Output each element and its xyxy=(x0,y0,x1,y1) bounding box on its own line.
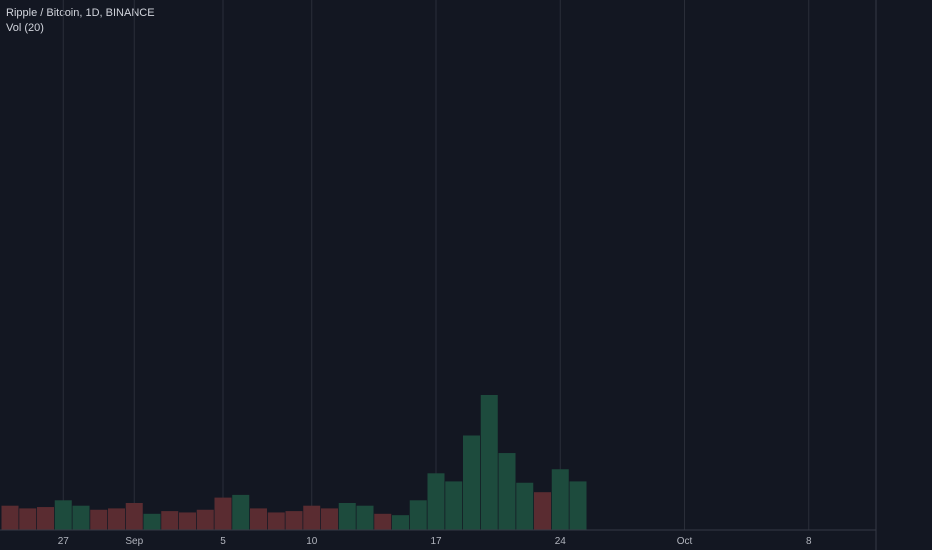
volume-bar xyxy=(285,511,303,530)
volume-bar xyxy=(303,505,321,530)
volume-bar xyxy=(1,505,19,530)
volume-bar xyxy=(374,513,392,530)
volume-bar xyxy=(498,453,516,530)
volume-bar xyxy=(161,511,179,530)
volume-bar xyxy=(19,508,37,530)
volume-bar xyxy=(179,512,196,530)
volume-bar xyxy=(463,435,480,530)
volume-bar xyxy=(551,469,569,530)
volume-bar xyxy=(108,508,125,530)
volume-bar xyxy=(338,503,356,530)
x-tick-label: 24 xyxy=(555,536,567,547)
x-tick-label: 10 xyxy=(306,536,318,547)
volume-bars xyxy=(1,395,587,530)
volume-indicator-label: Vol (20) xyxy=(6,22,44,34)
grid xyxy=(62,0,810,530)
volume-bar xyxy=(54,500,72,530)
volume-bar xyxy=(90,509,108,530)
volume-bar xyxy=(534,492,551,530)
volume-bar xyxy=(516,482,534,530)
volume-bar xyxy=(143,513,161,530)
volume-bar xyxy=(569,481,587,530)
x-tick-label: 17 xyxy=(430,536,442,547)
volume-bar xyxy=(214,497,232,530)
x-tick-label: Sep xyxy=(125,536,143,547)
x-tick-label: 8 xyxy=(806,536,812,547)
x-tick-label: 5 xyxy=(220,536,226,547)
volume-bar xyxy=(356,505,374,530)
volume-bar xyxy=(250,508,267,530)
volume-bar xyxy=(232,494,250,530)
volume-bar xyxy=(196,509,214,530)
volume-bar xyxy=(392,515,409,530)
volume-bar xyxy=(445,481,463,530)
volume-bar xyxy=(125,503,143,530)
volume-bar xyxy=(409,500,427,530)
volume-bar xyxy=(321,508,338,530)
x-tick-label: 27 xyxy=(58,536,70,547)
x-tick-label: Oct xyxy=(677,536,693,547)
volume-bar xyxy=(72,505,90,530)
volume-bar xyxy=(37,507,54,530)
volume-bar xyxy=(480,395,498,530)
volume-bar xyxy=(427,473,445,530)
volume-bar xyxy=(267,512,285,530)
symbol-title: Ripple / Bitcoin, 1D, BINANCE xyxy=(6,7,155,19)
